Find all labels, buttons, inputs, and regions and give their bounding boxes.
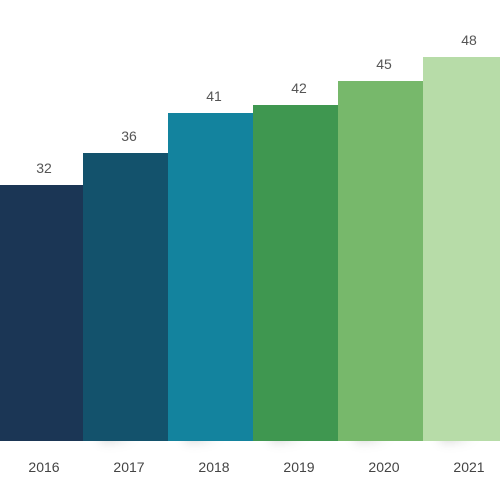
value-label: 42 — [291, 80, 307, 96]
value-label: 48 — [461, 32, 477, 48]
value-label: 32 — [36, 160, 52, 176]
value-label: 41 — [206, 88, 222, 104]
x-tick-label: 2016 — [28, 459, 59, 475]
bar-front — [423, 57, 500, 441]
value-label: 45 — [376, 56, 392, 72]
x-tick-label: 2020 — [368, 459, 399, 475]
x-tick-label: 2021 — [453, 459, 484, 475]
x-tick-label: 2018 — [198, 459, 229, 475]
bar-2020 — [338, 81, 445, 441]
bar-2021 — [423, 57, 500, 441]
x-tick-labels-group: 2016 2017 2018 2019 2020 2021 — [28, 459, 484, 475]
value-labels-group: 32 36 41 42 45 48 — [36, 32, 477, 176]
bar-front — [83, 153, 179, 441]
bar-front — [168, 113, 264, 441]
x-tick-label: 2019 — [283, 459, 314, 475]
x-tick-label: 2017 — [113, 459, 144, 475]
bar-front — [338, 81, 434, 441]
bars-group — [0, 57, 500, 441]
bar-front — [0, 185, 94, 441]
bar-front — [253, 105, 349, 441]
value-label: 36 — [121, 128, 137, 144]
